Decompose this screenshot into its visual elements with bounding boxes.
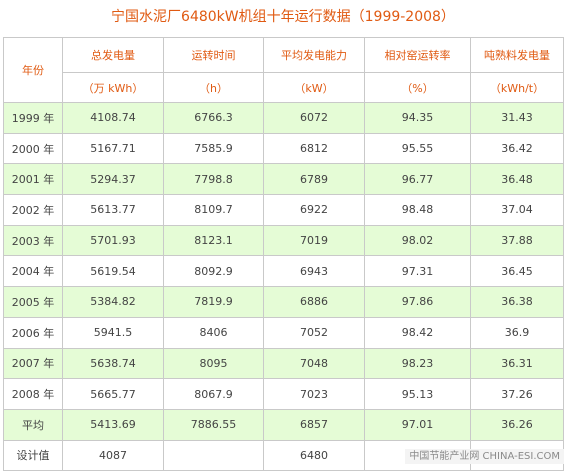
table-cell: 36.45 xyxy=(470,255,564,288)
header-run-time: 运转时间 xyxy=(163,37,264,73)
table-cell: 8123.1 xyxy=(163,224,264,257)
table-row: 2004 年 5619.54 8092.9 6943 97.31 36.45 xyxy=(3,255,564,288)
table-cell: 36.26 xyxy=(470,408,564,441)
table-cell: 6789 xyxy=(263,163,365,196)
table-cell: 7052 xyxy=(263,316,365,349)
table-cell: 98.23 xyxy=(364,347,471,380)
table-cell: 6812 xyxy=(263,132,365,165)
table-row: 2006 年 5941.5 8406 7052 98.42 36.9 xyxy=(3,316,564,349)
table-cell: 36.31 xyxy=(470,347,564,380)
header-avg-capacity: 平均发电能力 xyxy=(263,37,365,73)
table-cell xyxy=(163,439,264,471)
table-row: 平均 5413.69 7886.55 6857 97.01 36.26 xyxy=(3,408,564,441)
row-year: 2001 年 xyxy=(3,163,63,196)
header-total-power: 总发电量 xyxy=(62,37,164,73)
unit-kiln-rate: （%） xyxy=(364,72,471,103)
table-row: 2001 年 5294.37 7798.8 6789 96.77 36.48 xyxy=(3,163,564,196)
table-cell: 36.48 xyxy=(470,163,564,196)
table-cell: 7019 xyxy=(263,224,365,257)
table-cell: 7048 xyxy=(263,347,365,380)
table-cell: 97.31 xyxy=(364,255,471,288)
table-cell: 8095 xyxy=(163,347,264,380)
table-cell: 36.9 xyxy=(470,316,564,349)
table-cell: 7819.9 xyxy=(163,286,264,318)
table-cell: 5613.77 xyxy=(62,194,164,226)
table-cell: 5665.77 xyxy=(62,378,164,410)
unit-total-power: （万 kWh） xyxy=(62,72,164,103)
table-cell: 7798.8 xyxy=(163,163,264,196)
unit-run-time: （h） xyxy=(163,72,264,103)
table-cell: 95.55 xyxy=(364,132,471,165)
table-cell: 5413.69 xyxy=(62,408,164,441)
table-cell: 37.04 xyxy=(470,194,564,226)
table-cell: 6886 xyxy=(263,286,365,318)
table-cell: 7886.55 xyxy=(163,408,264,441)
table-cell: 4087 xyxy=(62,439,164,471)
row-year: 2008 年 xyxy=(3,378,63,410)
table-cell: 95.13 xyxy=(364,378,471,410)
table-cell: 36.38 xyxy=(470,286,564,318)
header-year: 年份 xyxy=(3,37,63,103)
row-year: 2004 年 xyxy=(3,255,63,288)
table-cell: 97.01 xyxy=(364,408,471,441)
table-row: 2003 年 5701.93 8123.1 7019 98.02 37.88 xyxy=(3,224,564,257)
table-cell: 5294.37 xyxy=(62,163,164,196)
table-cell: 37.88 xyxy=(470,224,564,257)
row-year: 2002 年 xyxy=(3,194,63,226)
table-title: 宁国水泥厂6480kW机组十年运行数据（1999-2008） xyxy=(111,9,455,25)
table-row: 2008 年 5665.77 8067.9 7023 95.13 37.26 xyxy=(3,378,564,410)
row-year: 设计值 xyxy=(3,439,63,471)
table-cell: 5941.5 xyxy=(62,316,164,349)
table-cell: 6766.3 xyxy=(163,102,264,134)
table-cell: 98.48 xyxy=(364,194,471,226)
table-cell: 6943 xyxy=(263,255,365,288)
row-year: 1999 年 xyxy=(3,102,63,134)
table-cell: 97.86 xyxy=(364,286,471,318)
row-year: 2006 年 xyxy=(3,316,63,349)
data-table: 年份 总发电量 运转时间 平均发电能力 相对窑运转率 吨熟料发电量 （万 kWh… xyxy=(3,37,564,471)
row-year: 2000 年 xyxy=(3,132,63,165)
table-cell: 31.43 xyxy=(470,102,564,134)
table-cell: 36.42 xyxy=(470,132,564,165)
table-cell: 8092.9 xyxy=(163,255,264,288)
table-cell: 8406 xyxy=(163,316,264,349)
table-row: 2005 年 5384.82 7819.9 6886 97.86 36.38 xyxy=(3,286,564,318)
table-cell: 8109.7 xyxy=(163,194,264,226)
table-cell: 94.35 xyxy=(364,102,471,134)
row-year: 2005 年 xyxy=(3,286,63,318)
table-cell: 5384.82 xyxy=(62,286,164,318)
table-row: 2007 年 5638.74 8095 7048 98.23 36.31 xyxy=(3,347,564,380)
unit-power-per-ton: （kWh/t） xyxy=(470,72,564,103)
table-cell: 6922 xyxy=(263,194,365,226)
row-year: 2003 年 xyxy=(3,224,63,257)
table-cell: 6480 xyxy=(263,439,365,471)
table-cell: 98.42 xyxy=(364,316,471,349)
header-power-per-ton: 吨熟料发电量 xyxy=(470,37,564,73)
table-cell: 98.02 xyxy=(364,224,471,257)
table-cell: 96.77 xyxy=(364,163,471,196)
table-cell: 5619.54 xyxy=(62,255,164,288)
header-kiln-rate: 相对窑运转率 xyxy=(364,37,471,73)
unit-avg-capacity: （kW） xyxy=(263,72,365,103)
table-cell: 5701.93 xyxy=(62,224,164,257)
table-cell: 8067.9 xyxy=(163,378,264,410)
table-cell: 37.26 xyxy=(470,378,564,410)
table-cell: 7023 xyxy=(263,378,365,410)
row-year: 2007 年 xyxy=(3,347,63,380)
table-cell: 4108.74 xyxy=(62,102,164,134)
table-cell: 5638.74 xyxy=(62,347,164,380)
row-year: 平均 xyxy=(3,408,63,441)
table-cell: 6072 xyxy=(263,102,365,134)
table-cell: 6857 xyxy=(263,408,365,441)
table-row: 1999 年 4108.74 6766.3 6072 94.35 31.43 xyxy=(3,102,564,134)
table-cell: 7585.9 xyxy=(163,132,264,165)
table-row: 2000 年 5167.71 7585.9 6812 95.55 36.42 xyxy=(3,132,564,165)
table-cell: 5167.71 xyxy=(62,132,164,165)
table-row: 2002 年 5613.77 8109.7 6922 98.48 37.04 xyxy=(3,194,564,226)
site-watermark: 中国节能产业网 CHINA-ESI.COM xyxy=(405,449,564,464)
